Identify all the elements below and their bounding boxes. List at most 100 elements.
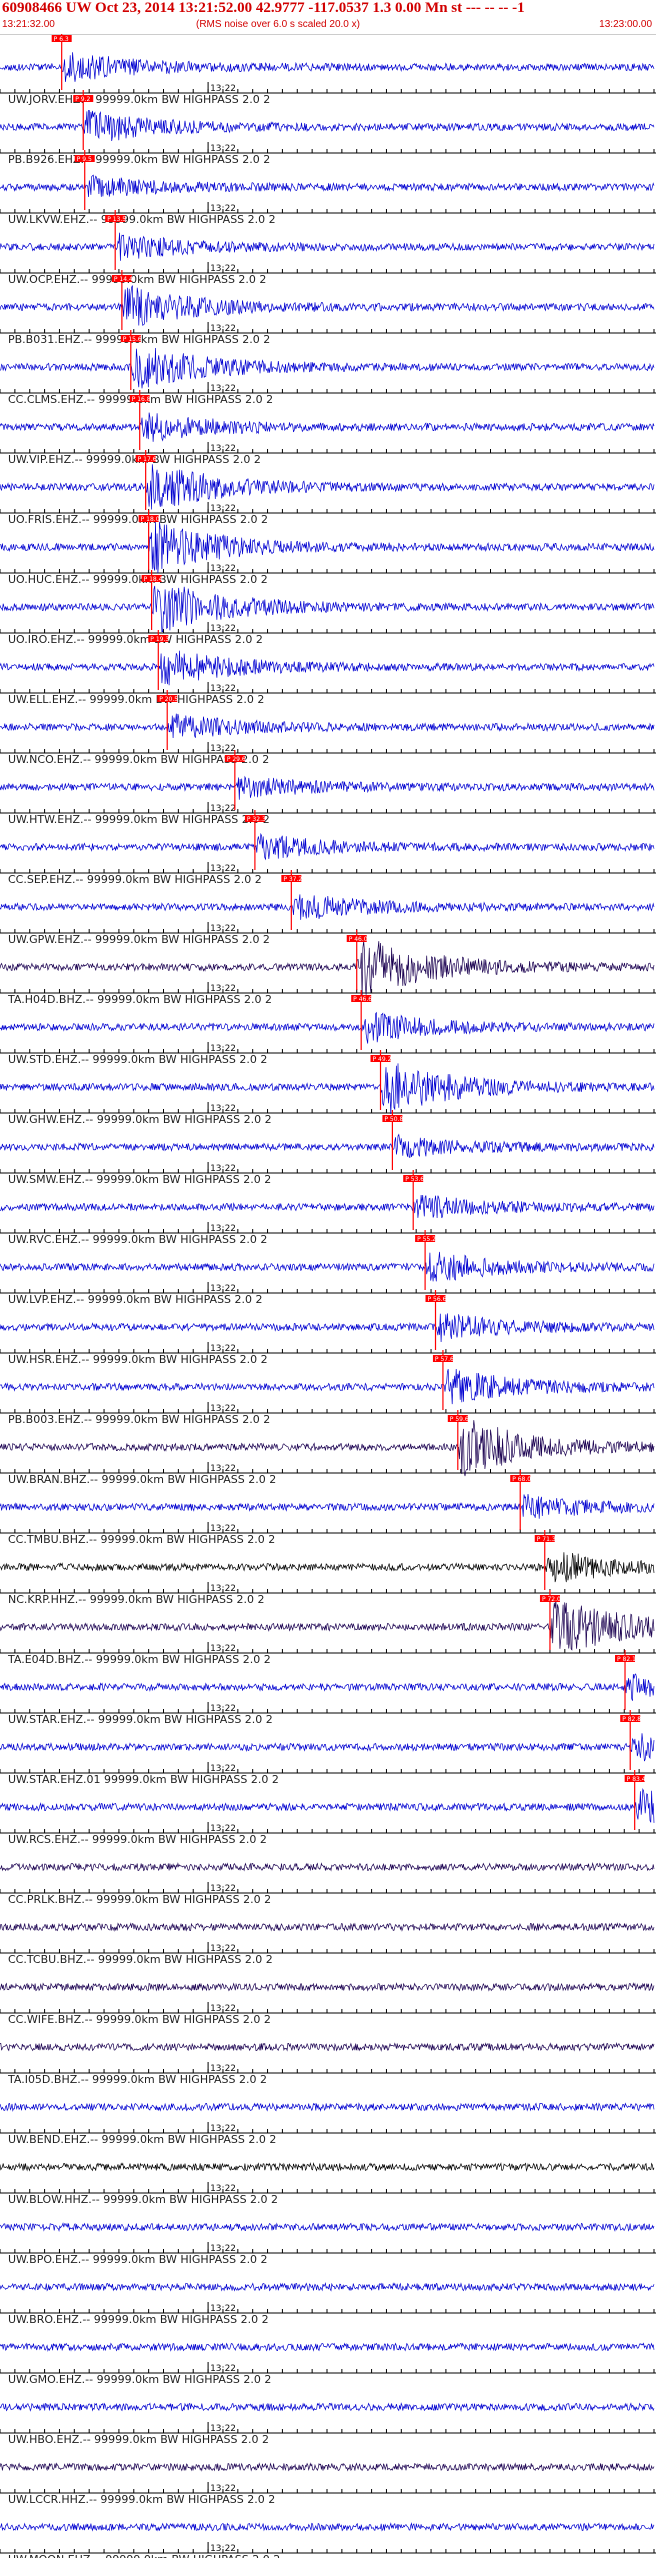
minute-label: 13:22: [210, 444, 236, 454]
channel-label: NC.KRP.HHZ.-- 99999.0km BW HIGHPASS 2.0 …: [8, 1593, 265, 1606]
pick-flag: [74, 155, 95, 162]
pick-flag: [244, 815, 265, 822]
pick-flag-label: P 14.4: [114, 276, 133, 283]
pick-flag: [351, 995, 372, 1002]
pick-flag-label: P 53.6: [405, 1176, 424, 1183]
pick-flag-label: P 29.6: [227, 756, 246, 763]
pick-flag: [415, 1235, 436, 1242]
channel-label: UW.ELL.EHZ.-- 99999.0km BW HIGHPASS 2.0 …: [8, 693, 264, 706]
minute-label: 13:22: [210, 1524, 236, 1534]
channel-label: UW.BRO.EHZ.-- 99999.0km BW HIGHPASS 2.0 …: [8, 2313, 269, 2326]
pick-flag: [51, 35, 72, 42]
waveform-trace: [0, 1194, 655, 1219]
pick-flag-label: P 71.3: [537, 1536, 556, 1543]
minute-label: 13:22: [210, 1644, 236, 1654]
waveform-trace: [0, 2042, 655, 2052]
pick-flag-label: P 18.4: [144, 576, 163, 583]
pick-flag-label: P 9.5: [77, 156, 92, 163]
channel-label: UW.HTW.EHZ.-- 99999.0km BW HIGHPASS 2.0 …: [8, 813, 270, 826]
minute-label: 13:22: [210, 1404, 236, 1414]
pick-flag: [120, 335, 141, 342]
minute-label: 13:22: [210, 84, 236, 94]
minute-label: 13:22: [210, 984, 236, 994]
waveform-trace: [0, 174, 655, 198]
waveform-trace: [0, 2402, 655, 2412]
minute-label: 13:22: [210, 204, 236, 214]
channel-label: UW.STAR.EHZ.01 99999.0km BW HIGHPASS 2.0…: [8, 1773, 279, 1786]
minute-label: 13:22: [210, 624, 236, 634]
minute-label: 13:22: [210, 504, 236, 514]
channel-label: UW.STD.EHZ.-- 99999.0km BW HIGHPASS 2.0 …: [8, 1053, 267, 1066]
waveform-trace: [0, 1733, 655, 1762]
minute-label: 13:22: [210, 1884, 236, 1894]
pick-flag: [111, 275, 132, 282]
pick-flag-label: P 46.0: [349, 936, 368, 943]
waveform-trace: [0, 775, 655, 800]
minute-label: 13:22: [210, 2004, 236, 2014]
pick-flag-label: P 56.6: [428, 1296, 447, 1303]
pick-flag-label: P 20.5: [159, 696, 178, 703]
pick-flag-label: P 68.0: [512, 1476, 531, 1483]
minute-label: 13:22: [210, 2184, 236, 2194]
pick-flag: [73, 95, 94, 102]
channel-label: UW.BEND.EHZ.-- 99999.0km BW HIGHPASS 2.0…: [8, 2133, 276, 2146]
event-title: 60908466 UW Oct 23, 2014 13:21:52.00 42.…: [2, 0, 525, 16]
waveform-trace: [0, 1133, 655, 1158]
waveform-trace: [0, 285, 655, 326]
pick-flag-label: P 46.6: [353, 996, 372, 1003]
channel-label: UW.VIP.EHZ.-- 99999.0km BW HIGHPASS 2.0 …: [8, 453, 261, 466]
minute-label: 13:22: [210, 264, 236, 274]
minute-label: 13:22: [210, 324, 236, 334]
minute-label: 13:22: [210, 924, 236, 934]
pick-flag-label: P 50.8: [384, 1116, 403, 1123]
channel-label: UW.OCP.EHZ.-- 99999.0km BW HIGHPASS 2.0 …: [8, 273, 266, 286]
channel-label: UW.JORV.EHZ.-- 99999.0km BW HIGHPASS 2.0…: [8, 93, 270, 106]
channel-label: UW.RVC.EHZ.-- 99999.0km BW HIGHPASS 2.0 …: [8, 1233, 267, 1246]
pick-flag-label: P 15.6: [123, 336, 142, 343]
channel-label: UW.STAR.EHZ.-- 99999.0km BW HIGHPASS 2.0…: [8, 1713, 273, 1726]
pick-flag: [432, 1355, 453, 1362]
channel-label: UO.IRO.EHZ.-- 99999.0km BW HIGHPASS 2.0 …: [8, 633, 263, 646]
waveform-trace: [0, 232, 655, 261]
minute-label: 13:22: [210, 2484, 236, 2494]
pick-flag: [624, 1775, 645, 1782]
waveform-trace: [0, 832, 655, 861]
waveform-trace: [0, 2522, 655, 2532]
channel-label: UW.GPW.EHZ.-- 99999.0km BW HIGHPASS 2.0 …: [8, 933, 270, 946]
minute-label: 13:22: [210, 2424, 236, 2434]
minute-label: 13:22: [210, 1944, 236, 1954]
pick-flag-label: P 9.2: [75, 96, 90, 103]
channel-label: UW.LCCR.HHZ.-- 99999.0km BW HIGHPASS 2.0…: [8, 2493, 275, 2506]
minute-label: 13:22: [210, 144, 236, 154]
end-time-label: 13:23:00.00: [599, 19, 652, 30]
waveform-trace: [0, 1598, 655, 1651]
pick-flag: [510, 1475, 531, 1482]
pick-flag: [382, 1115, 403, 1122]
pick-flag-label: P 16.8: [132, 396, 151, 403]
minute-label: 13:22: [210, 2064, 236, 2074]
waveform-trace: [0, 1673, 655, 1701]
waveform-trace: [0, 894, 655, 920]
minute-label: 13:22: [210, 1224, 236, 1234]
channel-label: UW.HSR.EHZ.-- 99999.0km BW HIGHPASS 2.0 …: [8, 1353, 268, 1366]
waveform-trace: [0, 2102, 655, 2112]
pick-flag-label: P 59.6: [450, 1416, 469, 1423]
pick-flag: [157, 695, 178, 702]
waveform-trace: [0, 713, 655, 739]
channel-label: PB.B003.EHZ.-- 99999.0km BW HIGHPASS 2.0…: [8, 1413, 270, 1426]
